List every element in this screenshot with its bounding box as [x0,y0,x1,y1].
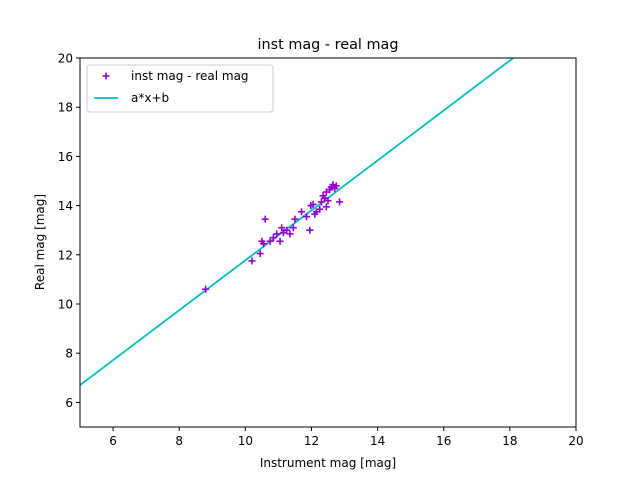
scatter-point [322,203,330,211]
y-tick-label: 6 [65,396,73,410]
y-tick-label: 16 [58,150,73,164]
scatter-point [260,240,268,248]
scatter-point [309,200,317,208]
x-tick-label: 20 [568,434,583,448]
scatter-series [202,181,344,293]
scatter-point [324,197,332,205]
legend-label-fit: a*x+b [131,91,169,105]
y-axis-label: Real mag [mag] [33,194,47,290]
y-tick-label: 14 [58,199,73,213]
y-tick-label: 12 [58,248,73,262]
legend-scatter-marker [102,72,110,80]
fit-line [80,58,514,386]
x-tick-label: 6 [109,434,117,448]
scatter-point [273,230,281,238]
chart-title: inst mag - real mag [258,37,399,53]
scatter-point [202,285,210,293]
scatter-point [329,181,337,189]
legend-label-scatter: inst mag - real mag [131,69,249,83]
x-tick-label: 18 [502,434,517,448]
y-tick-label: 8 [65,347,73,361]
scatter-point [332,182,340,190]
scatter-point [286,230,294,238]
legend: inst mag - real mag a*x+b [86,64,274,113]
scatter-point [306,226,314,234]
scatter-point [261,215,269,223]
scatter-point [283,226,291,234]
x-axis-label: Instrument mag [mag] [260,456,396,470]
y-tick-label: 20 [58,52,73,66]
scatter-point [269,234,277,242]
scatter-point [248,257,256,265]
scatter-point [256,250,264,258]
scatter-point [316,205,324,213]
x-tick-label: 14 [370,434,385,448]
x-tick-label: 16 [436,434,451,448]
scatter-point [278,224,286,232]
y-tick-label: 18 [58,101,73,115]
scatter-point [336,198,344,206]
y-axis-ticks: 6 8 10 12 14 16 18 20 [58,52,80,410]
scatter-point [303,213,311,221]
y-tick-label: 10 [58,298,73,312]
scatter-point [298,208,306,216]
plot-frame [79,57,577,428]
scatter-point [266,237,274,245]
x-axis-ticks: 6 8 10 12 14 16 18 20 [109,427,584,448]
scatter-point [317,198,325,206]
scatter-point [289,224,297,232]
x-tick-label: 10 [238,434,253,448]
legend-plus [102,72,110,80]
legend-box [86,64,274,113]
scatter-point [291,215,299,223]
scatter-point [276,237,284,245]
series-layer [80,58,514,386]
x-tick-label: 12 [304,434,319,448]
x-tick-label: 8 [175,434,183,448]
